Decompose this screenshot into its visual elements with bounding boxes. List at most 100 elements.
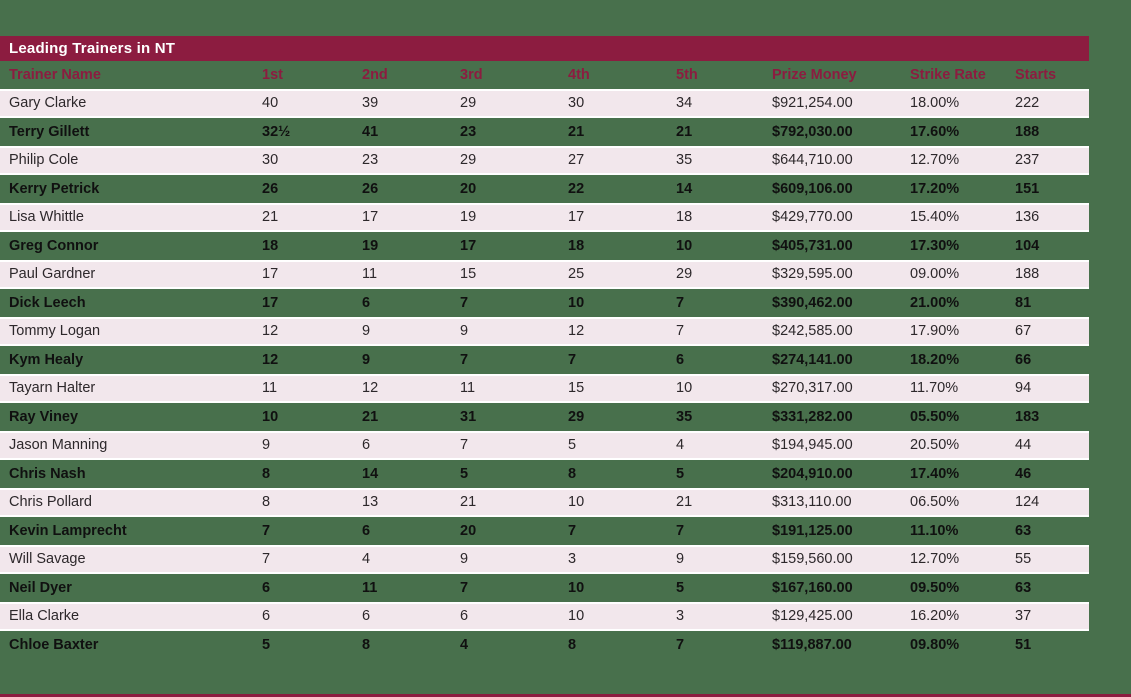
table-cell: 17 <box>568 209 585 226</box>
table-row: Philip Cole 30 23 29 27 35 $644,710.00 12.70% 23… <box>0 146 1089 175</box>
table-cell: 11 <box>262 380 278 397</box>
table-cell: 6 <box>362 437 371 454</box>
table-cell: 21 <box>262 209 279 226</box>
table-cell: 136 <box>1015 209 1040 226</box>
table-cell: 06.50% <box>910 494 960 511</box>
column-header: 5th <box>676 67 698 83</box>
table-cell: 5 <box>676 465 685 482</box>
trainer-name-cell: Chris Nash <box>9 465 86 482</box>
table-cell: 10 <box>676 237 693 254</box>
table-cell: 20 <box>460 180 477 197</box>
table-cell: 12 <box>362 380 379 397</box>
table-cell: 8 <box>262 494 271 511</box>
column-header: 1st <box>262 67 283 83</box>
table-header-row: Trainer Name 1st 2nd 3rd 4th 5th Prize Money St… <box>0 61 1089 89</box>
table-cell: 32½ <box>262 123 291 140</box>
table-cell: 7 <box>460 294 469 311</box>
table-cell: 09.80% <box>910 636 960 653</box>
table-cell: 41 <box>362 123 379 140</box>
table-cell: 30 <box>262 152 279 169</box>
table-cell: 9 <box>262 437 271 454</box>
table-cell: 188 <box>1015 266 1040 283</box>
table-cell: 35 <box>676 152 693 169</box>
table-cell: 12 <box>262 323 279 340</box>
table-cell: 11 <box>362 579 378 596</box>
table-cell: 67 <box>1015 323 1032 340</box>
table-cell: 6 <box>262 608 271 625</box>
table-cell: 31 <box>460 408 477 425</box>
table-row: Kerry Petrick 26 26 20 22 14 $609,106.00 17.20%… <box>0 175 1089 204</box>
table-cell: 14 <box>362 465 379 482</box>
table-cell: 17.20% <box>910 180 960 197</box>
table-cell: 29 <box>460 152 477 169</box>
table-row: Ray Viney 10 21 31 29 35 $331,282.00 05.50% 183 <box>0 403 1089 432</box>
table-cell: 19 <box>460 209 477 226</box>
table-row: Jason Manning 9 6 7 5 4 $194,945.00 20.50% 44 <box>0 431 1089 460</box>
table-cell: 81 <box>1015 294 1032 311</box>
page-title: Leading Trainers in NT <box>9 40 176 57</box>
table-cell: 21 <box>568 123 585 140</box>
table-row: Kevin Lamprecht 7 6 20 7 7 $191,125.00 11.10% 63 <box>0 517 1089 546</box>
column-header: 4th <box>568 67 590 83</box>
table-cell: 16.20% <box>910 608 960 625</box>
trainer-name-cell: Philip Cole <box>9 152 79 169</box>
table-row: Dick Leech 17 6 7 10 7 $390,462.00 21.00% 81 <box>0 289 1089 318</box>
table-cell: 17 <box>362 209 379 226</box>
table-cell: 10 <box>262 408 279 425</box>
column-header: 3rd <box>460 67 483 83</box>
table-cell: 10 <box>568 494 585 511</box>
table-cell: $194,945.00 <box>772 437 853 454</box>
table-cell: 46 <box>1015 465 1032 482</box>
trainer-name-cell: Tayarn Halter <box>9 380 96 397</box>
table-cell: 21 <box>676 123 693 140</box>
table-cell: 6 <box>460 608 469 625</box>
table-cell: 21 <box>676 494 693 511</box>
table-cell: 23 <box>362 152 379 169</box>
table-cell: $119,887.00 <box>772 636 852 653</box>
table-body: Gary Clarke 40 39 29 30 34 $921,254.00 18.00% 22… <box>0 89 1089 659</box>
table-cell: $609,106.00 <box>772 180 853 197</box>
table-cell: 14 <box>676 180 693 197</box>
table-cell: 8 <box>362 636 371 653</box>
table-cell: 30 <box>568 95 585 112</box>
table-cell: $921,254.00 <box>772 95 853 112</box>
table-cell: 66 <box>1015 351 1032 368</box>
table-cell: 5 <box>460 465 469 482</box>
column-header: Prize Money <box>772 67 857 83</box>
table-cell: 7 <box>460 351 469 368</box>
table-cell: 23 <box>460 123 477 140</box>
table-row: Tayarn Halter 11 12 11 15 10 $270,317.00 11.70%… <box>0 374 1089 403</box>
trainer-name-cell: Kevin Lamprecht <box>9 522 127 539</box>
table-cell: 11 <box>460 380 476 397</box>
table-cell: $331,282.00 <box>772 408 853 425</box>
table-cell: 12.70% <box>910 551 960 568</box>
table-row: Gary Clarke 40 39 29 30 34 $921,254.00 18.00% 22… <box>0 89 1089 118</box>
bottom-accent-strip <box>0 694 1131 697</box>
table-cell: 5 <box>568 437 577 454</box>
table-cell: $313,110.00 <box>772 494 852 511</box>
table-cell: 7 <box>262 522 271 539</box>
column-header: Strike Rate <box>910 67 986 83</box>
table-cell: 6 <box>362 294 371 311</box>
table-cell: $405,731.00 <box>772 237 853 254</box>
table-cell: 151 <box>1015 180 1040 197</box>
table-cell: 17.60% <box>910 123 960 140</box>
table-cell: 6 <box>362 522 371 539</box>
table-cell: 8 <box>568 636 577 653</box>
table-cell: 63 <box>1015 522 1032 539</box>
table-cell: $191,125.00 <box>772 522 853 539</box>
table-cell: 29 <box>568 408 585 425</box>
table-cell: 188 <box>1015 123 1040 140</box>
table-cell: 4 <box>676 437 685 454</box>
trainer-name-cell: Tommy Logan <box>9 323 101 340</box>
table-cell: 10 <box>568 608 585 625</box>
table-cell: $159,560.00 <box>772 551 853 568</box>
table-cell: 18.00% <box>910 95 960 112</box>
table-cell: 7 <box>262 551 271 568</box>
column-header: 2nd <box>362 67 388 83</box>
table-cell: 21 <box>460 494 477 511</box>
table-cell: 8 <box>568 465 577 482</box>
table-cell: 7 <box>460 579 469 596</box>
table-cell: 27 <box>568 152 585 169</box>
trainer-name-cell: Kym Healy <box>9 351 84 368</box>
